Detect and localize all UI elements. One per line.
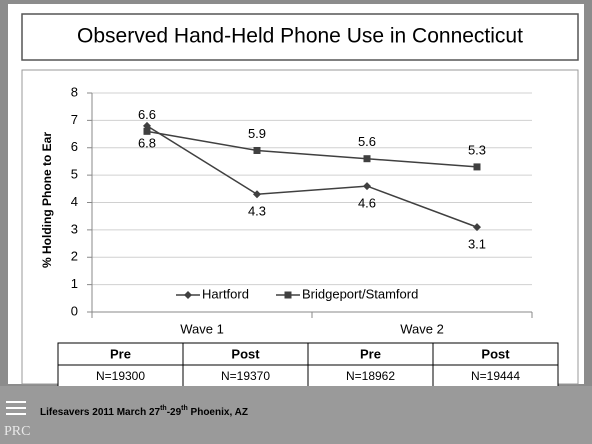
data-label: 3.1: [468, 237, 486, 252]
y-tick-label: 1: [71, 276, 78, 291]
y-tick-label: 5: [71, 167, 78, 182]
y-tick-label: 4: [71, 194, 78, 209]
table-header: Pre: [360, 346, 381, 361]
data-label: 5.9: [248, 126, 266, 141]
n-table: Pre Post Pre Post N=19300 N=19370 N=18962 N=194…: [57, 342, 559, 388]
y-tick-label: 6: [71, 139, 78, 154]
table-cell-text: N=19444: [471, 369, 520, 383]
footer-part: Lifesavers 2011 March 27: [40, 407, 161, 418]
marker: [284, 291, 292, 299]
data-label: 4.3: [248, 204, 266, 219]
marker: [363, 155, 371, 163]
marker: [473, 223, 481, 232]
footer-sup: th: [160, 405, 167, 412]
footer-band: [0, 386, 592, 444]
marker: [363, 182, 371, 191]
y-tick-label: 8: [71, 84, 78, 99]
marker: [184, 291, 192, 299]
y-tick-label: 7: [71, 112, 78, 127]
chart-box: [21, 69, 579, 385]
logo: PRC: [4, 424, 30, 439]
data-label: 5.3: [468, 142, 486, 157]
slide-title: Observed Hand-Held Phone Use in Connecti…: [77, 25, 523, 48]
table-cell-text: N=19300: [96, 369, 145, 383]
data-label: 6.8: [138, 135, 156, 150]
y-tick-label: 0: [71, 303, 78, 318]
footer-sup: th: [181, 405, 188, 412]
marker: [143, 127, 151, 135]
x-group-label: Wave 1: [180, 321, 224, 336]
series-line: [146, 130, 478, 168]
footer-text: Lifesavers 2011 March 27th-29th Phoenix,…: [40, 405, 248, 418]
legend-label: Hartford: [202, 286, 249, 301]
marker: [143, 121, 151, 130]
title-box: [21, 13, 579, 61]
table-cell-text: N=19370: [221, 369, 270, 383]
table-cell-text: N=18962: [346, 369, 395, 383]
footer-part: -29: [167, 407, 182, 418]
table-header: Pre: [110, 346, 131, 361]
data-label: 6.6: [138, 107, 156, 122]
table-header: Post: [231, 346, 260, 361]
data-label: 5.6: [358, 134, 376, 149]
marker: [253, 190, 261, 199]
y-tick-label: 2: [71, 249, 78, 264]
data-label: 4.6: [358, 196, 376, 211]
legend-label: Bridgeport/Stamford: [302, 286, 418, 301]
y-tick-label: 3: [71, 221, 78, 236]
marker: [473, 163, 481, 171]
footer-part: Phoenix, AZ: [188, 407, 248, 418]
series-line: [146, 125, 478, 228]
table-header: Post: [481, 346, 510, 361]
marker: [253, 146, 261, 154]
x-group-label: Wave 2: [400, 321, 444, 336]
y-axis-label: % Holding Phone to Ear: [40, 132, 54, 268]
